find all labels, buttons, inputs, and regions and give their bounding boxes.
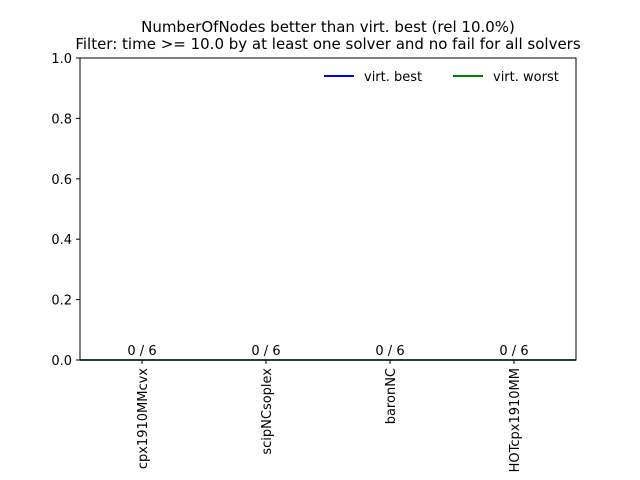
y-axis: 0.0 0.2 0.4 0.6 0.8 1.0: [51, 52, 80, 369]
y-tick-label-3: 0.6: [51, 173, 72, 188]
x-tick-label-3: HOTcpx1910MM: [508, 368, 523, 472]
bar-labels-group: 0 / 6 0 / 6 0 / 6 0 / 6: [127, 344, 528, 359]
x-tick-label-0: cpx1910MMcvx: [136, 368, 151, 469]
y-tick-label-2: 0.4: [51, 233, 72, 248]
y-tick-label-4: 0.8: [51, 112, 72, 127]
legend-label-0: virt. best: [364, 70, 422, 85]
x-tick-label-1: scipNCsoplex: [260, 368, 275, 455]
legend: virt. best virt. worst: [324, 70, 559, 85]
x-tick-label-2: baronNC: [384, 368, 399, 424]
bar-value-label-3: 0 / 6: [499, 344, 528, 359]
x-axis: cpx1910MMcvx scipNCsoplex baronNC HOTcpx191…: [136, 360, 523, 472]
bar-value-label-2: 0 / 6: [375, 344, 404, 359]
bar-value-label-0: 0 / 6: [127, 344, 156, 359]
y-tick-label-1: 0.2: [51, 294, 72, 309]
y-tick-label-5: 1.0: [51, 52, 72, 67]
chart-title-line-2: Filter: time >= 10.0 by at least one sol…: [75, 35, 581, 53]
y-tick-label-0: 0.0: [51, 354, 72, 369]
plot-frame: [79, 57, 577, 361]
legend-label-1: virt. worst: [493, 70, 559, 85]
bar-value-label-1: 0 / 6: [251, 344, 280, 359]
chart-title-line-1: NumberOfNodes better than virt. best (re…: [141, 18, 515, 36]
